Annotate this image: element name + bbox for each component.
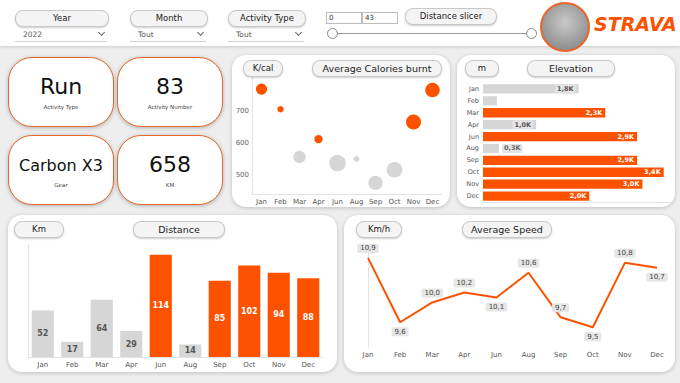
svg-text:Nov: Nov bbox=[466, 180, 479, 188]
svg-text:Dec: Dec bbox=[426, 198, 440, 206]
html-text:658: 658 bbox=[149, 152, 191, 177]
svg-text:Apr: Apr bbox=[468, 121, 480, 129]
svg-text:Sep: Sep bbox=[467, 156, 479, 164]
svg-text:Jan: Jan bbox=[468, 85, 479, 93]
svg-text:Sep: Sep bbox=[554, 351, 568, 359]
svg-text:9,7: 9,7 bbox=[555, 304, 566, 312]
html-text:Run: Run bbox=[39, 74, 83, 99]
html-text:Activity Type: Activity Type bbox=[43, 104, 79, 110]
html-text:m: m bbox=[477, 63, 487, 73]
svg-text:600: 600 bbox=[236, 139, 249, 147]
svg-text:2,9K: 2,9K bbox=[618, 156, 636, 164]
svg-text:10,2: 10,2 bbox=[457, 279, 473, 287]
svg-text:Oct: Oct bbox=[587, 351, 599, 359]
svg-text:9,6: 9,6 bbox=[395, 328, 407, 336]
html-text:KM: KM bbox=[165, 182, 175, 188]
html-text:Tout: Tout bbox=[236, 30, 252, 39]
svg-text:Nov: Nov bbox=[618, 351, 632, 359]
html-text:K/cal: K/cal bbox=[252, 63, 274, 73]
svg-text:Aug: Aug bbox=[466, 144, 479, 152]
html-text:0: 0 bbox=[329, 14, 334, 22]
svg-text:2,9K: 2,9K bbox=[618, 133, 636, 141]
svg-text:Feb: Feb bbox=[467, 97, 479, 105]
svg-text:Nov: Nov bbox=[272, 361, 286, 369]
svg-text:Apr: Apr bbox=[312, 198, 324, 206]
svg-text:Oct: Oct bbox=[243, 361, 255, 369]
html-text:Average Calories burnt: Average Calories burnt bbox=[322, 63, 432, 74]
html-text:Activity Number: Activity Number bbox=[147, 104, 193, 110]
svg-text:Dec: Dec bbox=[301, 361, 315, 369]
svg-text:Feb: Feb bbox=[66, 361, 79, 369]
svg-text:Mar: Mar bbox=[95, 361, 108, 369]
svg-text:Feb: Feb bbox=[274, 198, 287, 206]
html-text:Activity Type: Activity Type bbox=[240, 13, 294, 23]
svg-text:114: 114 bbox=[152, 301, 169, 310]
svg-text:3,0K: 3,0K bbox=[623, 180, 641, 188]
html-text:Elevation: Elevation bbox=[548, 63, 594, 74]
svg-text:Apr: Apr bbox=[458, 351, 470, 359]
svg-text:0,3K: 0,3K bbox=[504, 144, 522, 152]
svg-text:10,7: 10,7 bbox=[649, 273, 665, 281]
svg-text:Aug: Aug bbox=[183, 361, 197, 369]
svg-text:10,1: 10,1 bbox=[489, 303, 505, 311]
svg-text:2,0K: 2,0K bbox=[570, 192, 588, 200]
svg-text:29: 29 bbox=[126, 340, 138, 349]
svg-text:Aug: Aug bbox=[522, 351, 536, 359]
svg-text:Jun: Jun bbox=[154, 361, 166, 369]
svg-text:10,9: 10,9 bbox=[360, 244, 376, 252]
html-text:Distance: Distance bbox=[158, 224, 200, 235]
svg-text:17: 17 bbox=[67, 345, 78, 354]
svg-text:2,3K: 2,3K bbox=[586, 109, 604, 117]
svg-text:14: 14 bbox=[185, 346, 197, 355]
svg-text:10,0: 10,0 bbox=[424, 289, 440, 297]
html-text:Distance slicer: Distance slicer bbox=[419, 11, 483, 21]
svg-text:Oct: Oct bbox=[468, 168, 480, 176]
svg-text:Sep: Sep bbox=[213, 361, 227, 369]
svg-text:64: 64 bbox=[96, 324, 108, 333]
svg-text:52: 52 bbox=[37, 329, 48, 338]
svg-text:Dec: Dec bbox=[466, 192, 479, 200]
svg-text:Mar: Mar bbox=[467, 109, 480, 117]
svg-text:Apr: Apr bbox=[125, 361, 137, 369]
svg-text:102: 102 bbox=[241, 307, 258, 316]
svg-text:85: 85 bbox=[214, 314, 226, 323]
svg-text:Feb: Feb bbox=[394, 351, 407, 359]
html-text:Km: Km bbox=[32, 224, 46, 234]
svg-text:Nov: Nov bbox=[407, 198, 421, 206]
svg-text:1,0K: 1,0K bbox=[515, 121, 533, 129]
svg-text:94: 94 bbox=[273, 310, 285, 319]
svg-text:88: 88 bbox=[303, 313, 315, 322]
svg-text:Mar: Mar bbox=[426, 351, 439, 359]
html-text:Tout: Tout bbox=[138, 30, 154, 39]
svg-text:500: 500 bbox=[236, 171, 249, 179]
svg-text:9,5: 9,5 bbox=[587, 333, 598, 341]
html-text:Km/h: Km/h bbox=[367, 224, 390, 234]
svg-text:Jan: Jan bbox=[362, 351, 374, 359]
html-text:STRAVA: STRAVA bbox=[594, 13, 677, 35]
html-text:2022: 2022 bbox=[23, 30, 43, 39]
svg-text:Jan: Jan bbox=[255, 198, 267, 206]
html-text:Month: Month bbox=[155, 13, 183, 23]
svg-text:Jan: Jan bbox=[36, 361, 48, 369]
svg-text:700: 700 bbox=[236, 107, 249, 115]
svg-text:Aug: Aug bbox=[350, 198, 364, 206]
svg-text:Dec: Dec bbox=[650, 351, 664, 359]
html-text:Average Speed: Average Speed bbox=[471, 224, 543, 235]
svg-text:Sep: Sep bbox=[369, 198, 383, 206]
svg-text:Jun: Jun bbox=[331, 198, 343, 206]
svg-text:1,8K: 1,8K bbox=[557, 85, 575, 93]
svg-text:10,6: 10,6 bbox=[521, 259, 537, 267]
html-text:Carbon X3: Carbon X3 bbox=[19, 156, 103, 175]
html-text:43: 43 bbox=[365, 14, 374, 22]
svg-text:Mar: Mar bbox=[293, 198, 306, 206]
svg-text:Jun: Jun bbox=[468, 133, 479, 141]
html-text:Year: Year bbox=[53, 13, 71, 23]
svg-text:10,8: 10,8 bbox=[617, 249, 633, 257]
html-text:83: 83 bbox=[156, 74, 184, 99]
svg-text:Jun: Jun bbox=[490, 351, 502, 359]
svg-text:Oct: Oct bbox=[388, 198, 400, 206]
html-text:Gear: Gear bbox=[54, 182, 68, 188]
svg-text:3,4K: 3,4K bbox=[644, 168, 662, 176]
